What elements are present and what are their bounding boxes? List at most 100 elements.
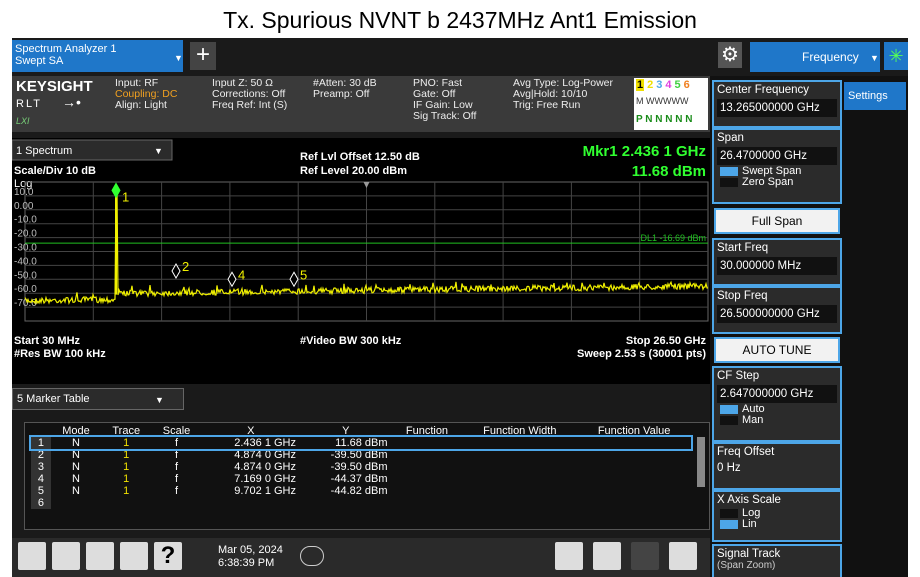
info-col2: Input Z: 50 Ω Corrections: Off Freq Ref: I… (212, 78, 287, 111)
trace-number: 5 (674, 79, 681, 91)
table-row: 6 (31, 497, 691, 509)
x-scale-key[interactable]: X Axis Scale Log Lin (712, 490, 842, 542)
table-cell (300, 497, 392, 509)
header-cell: Trace (112, 425, 141, 437)
radio: Zero Span (714, 177, 840, 188)
table-cell: 2 (31, 449, 51, 461)
plot-bg (12, 138, 710, 384)
table-cell: 1 (123, 485, 130, 497)
full-span-button[interactable]: Full Span (714, 208, 840, 234)
center-freq-key[interactable]: Center Frequency 13.265000000 GHz (712, 80, 842, 128)
marker (111, 182, 121, 199)
table-cell (392, 473, 463, 485)
key-label: Freq Offset (717, 446, 775, 458)
add-button[interactable]: + (190, 42, 216, 70)
key-label: Start Freq (717, 242, 769, 254)
key-label: Stop Freq (717, 290, 768, 302)
marker-value: 11.68 dBm (632, 163, 706, 180)
header-cell: Y (342, 425, 350, 437)
redo-button[interactable] (86, 542, 114, 570)
table-cell: 1 (123, 473, 130, 485)
file-button[interactable] (120, 542, 148, 570)
table-cell: -39.50 dBm (330, 449, 388, 461)
help-button[interactable]: ? (154, 542, 182, 570)
table-cell: 1 (31, 437, 51, 449)
info-line: Coupling: DC (115, 88, 178, 100)
table-cell (392, 449, 463, 461)
y-label: -20.0 (14, 229, 37, 240)
key-value: 2.647000000 GHz (717, 385, 837, 403)
signal-track-key[interactable]: Signal Track (Span Zoom) (712, 544, 842, 577)
tab-line1: Spectrum Analyzer 1 (15, 43, 117, 55)
touch-button[interactable] (593, 542, 621, 570)
stop-freq-key[interactable]: Stop Freq 26.500000000 GHz (712, 286, 842, 334)
radio-label: Swept Span (742, 165, 802, 177)
table-cell: 3 (31, 461, 51, 473)
settings-gear[interactable]: ⚙ (718, 42, 742, 68)
zoom-button[interactable] (669, 542, 697, 570)
table-cell: f (174, 437, 179, 449)
table-cell: 4 (31, 473, 51, 485)
table-title-bar[interactable]: 5 Marker Table ▼ (12, 388, 184, 410)
trace-types: M WWWWW (636, 96, 689, 106)
mode-tab[interactable]: Spectrum Analyzer 1 Swept SA ▼ (12, 40, 183, 72)
table-cell: N (72, 461, 80, 473)
key-value: 26.500000000 GHz (717, 305, 837, 323)
header-cell: Function Width (483, 425, 557, 437)
info-line: #Atten: 30 dB (313, 77, 377, 89)
marker (171, 262, 181, 279)
freq-offset-key[interactable]: Freq Offset 0 Hz (712, 442, 842, 490)
radio-label: Auto (742, 403, 765, 415)
undo-button[interactable] (52, 542, 80, 570)
table-cell: N (72, 473, 80, 485)
auto-tune-button[interactable]: AUTO TUNE (714, 337, 840, 363)
windows-button[interactable] (18, 542, 46, 570)
tab-line2: Swept SA (15, 55, 64, 67)
radio: Swept Span (714, 166, 840, 177)
split-button[interactable] (631, 542, 659, 570)
trace-number: 4 (665, 79, 672, 91)
table-cell: -44.82 dBm (330, 485, 388, 497)
start-freq-key[interactable]: Start Freq 30.000000 MHz (712, 238, 842, 286)
settings-tab[interactable]: Settings (844, 82, 906, 110)
radio: Lin (714, 519, 840, 530)
scale-div: Scale/Div 10 dB (14, 165, 96, 177)
table-cell (577, 449, 691, 461)
busy-indicator: ✳ (884, 42, 908, 70)
table-row: 5 N 1 f 9.702 1 GHz -44.82 dBm (31, 485, 691, 497)
menu-tab[interactable]: Frequency ▼ (750, 42, 880, 72)
header-cell: Scale (162, 425, 191, 437)
lxi: LXI (16, 116, 30, 126)
table-cell (202, 497, 300, 509)
table-cell: 1 (123, 461, 130, 473)
cf-step-key[interactable]: CF Step 2.647000000 GHz Auto Man (712, 366, 842, 442)
table-cell (151, 497, 201, 509)
key-value: 26.4700000 GHz (717, 147, 837, 165)
y-label: -70.0 (14, 298, 37, 309)
table-cell (101, 497, 151, 509)
table-row: 1 N 1 f 2.436 1 GHz 11.68 dBm (29, 435, 693, 451)
span-key[interactable]: Span 26.4700000 GHz Swept Span Zero Span (712, 128, 842, 204)
table-cell: 6 (31, 497, 51, 509)
table-cell: 2.436 1 GHz (234, 437, 296, 449)
y-label: -30.0 (14, 243, 37, 254)
key-label: Center Frequency (717, 84, 810, 96)
trace-number: 2 (647, 79, 654, 91)
layout-button[interactable] (555, 542, 583, 570)
table-cell: 4.874 0 GHz (234, 449, 296, 461)
y-label: -60.0 (14, 284, 37, 295)
sweep: Sweep 2.53 s (30001 pts) (577, 348, 706, 360)
info-line: PNO: Fast (413, 77, 463, 89)
header-cell: Function (405, 425, 449, 437)
table-row: 2 N 1 f 4.874 0 GHz -39.50 dBm (31, 449, 691, 461)
table-cell: f (174, 461, 179, 473)
y-label: 0.00 (14, 201, 34, 212)
message-icon[interactable] (300, 546, 324, 566)
info-col3: #Atten: 30 dB Preamp: Off (313, 78, 377, 100)
plot-tab (12, 139, 173, 161)
table-cell: 1 (123, 437, 130, 449)
scrollbar (697, 437, 705, 487)
table-cell (462, 473, 577, 485)
